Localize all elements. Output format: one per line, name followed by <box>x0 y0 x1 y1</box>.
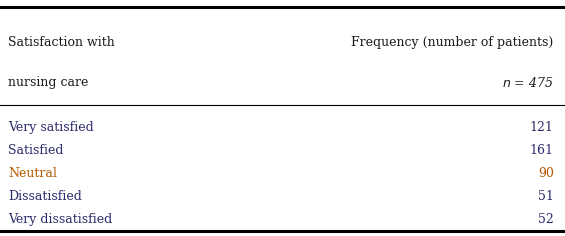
Text: Satisfaction with: Satisfaction with <box>8 36 115 49</box>
Text: Satisfied: Satisfied <box>8 144 64 157</box>
Text: $n$ = 475: $n$ = 475 <box>502 76 554 90</box>
Text: Neutral: Neutral <box>8 167 58 180</box>
Text: Very dissatisfied: Very dissatisfied <box>8 213 113 226</box>
Text: Very satisfied: Very satisfied <box>8 121 94 134</box>
Text: 161: 161 <box>530 144 554 157</box>
Text: 52: 52 <box>538 213 554 226</box>
Text: nursing care: nursing care <box>8 76 89 89</box>
Text: 90: 90 <box>538 167 554 180</box>
Text: 51: 51 <box>538 190 554 203</box>
Text: Dissatisfied: Dissatisfied <box>8 190 82 203</box>
Text: 121: 121 <box>530 121 554 134</box>
Text: Frequency (number of patients): Frequency (number of patients) <box>351 36 554 49</box>
